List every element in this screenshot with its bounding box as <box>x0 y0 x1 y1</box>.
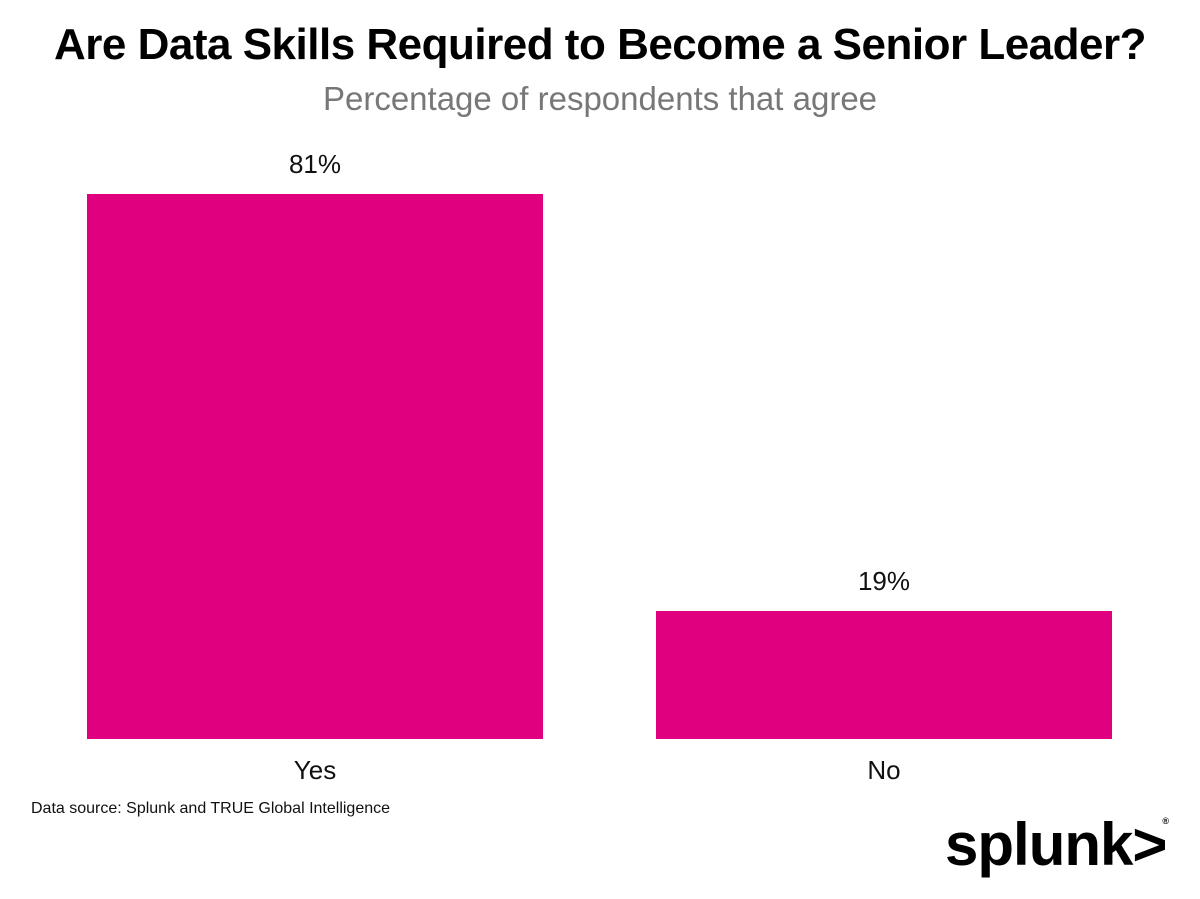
value-label-no: 19% <box>857 566 911 597</box>
bar-yes <box>87 194 543 739</box>
chart-title: Are Data Skills Required to Become a Sen… <box>54 20 1146 69</box>
registered-mark-icon: ® <box>1162 816 1169 826</box>
splunk-logo: splunk>® <box>945 810 1169 879</box>
chart-subtitle: Percentage of respondents that agree <box>322 80 878 117</box>
data-source-note: Data source: Splunk and TRUE Global Inte… <box>31 800 391 817</box>
bar-no <box>656 611 1112 739</box>
value-label-yes: 81% <box>288 149 342 179</box>
category-label-no: No <box>867 755 901 785</box>
splunk-logo-text: splunk> <box>945 811 1167 878</box>
category-label-yes: Yes <box>293 755 337 785</box>
